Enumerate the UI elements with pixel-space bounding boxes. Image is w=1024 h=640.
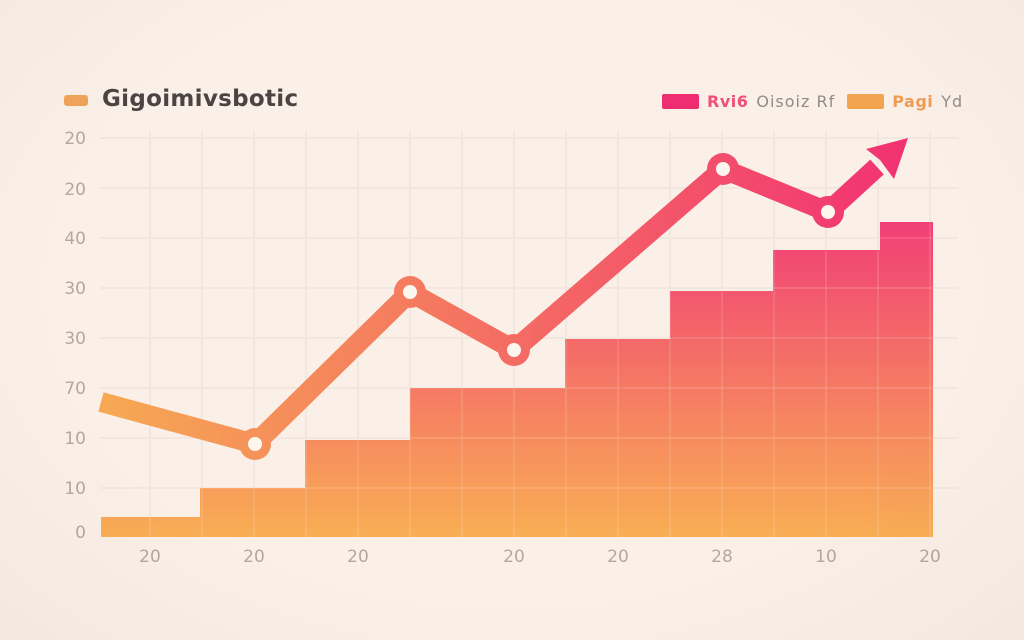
x-axis-tick-label: 10 — [815, 547, 837, 567]
y-axis-tick-label: 30 — [64, 279, 86, 299]
y-axis-tick-label: 0 — [75, 523, 86, 543]
legend-label-pink-suffix: Oisoiz Rf — [756, 92, 836, 111]
y-axis-tick-label: 10 — [64, 479, 86, 499]
y-axis-tick-label: 10 — [64, 429, 86, 449]
chart-title: Gigoimivsbotic — [102, 86, 299, 112]
x-axis-tick-label: 20 — [139, 547, 161, 567]
x-axis-tick-label: 20 — [503, 547, 525, 567]
y-axis-tick-label: 30 — [64, 329, 86, 349]
chart-title-row: Gigoimivsbotic — [64, 86, 298, 112]
x-axis-tick-label: 28 — [711, 547, 733, 567]
y-axis-tick-label: 20 — [64, 180, 86, 200]
y-axis-tick-label: 70 — [64, 379, 86, 399]
x-axis-tick-label: 20 — [243, 547, 265, 567]
legend-label-orange-suffix: Yd — [941, 92, 964, 111]
legend-item-pink: Rvi6 Oisoiz Rf — [662, 92, 835, 111]
legend: Rvi6 Oisoiz Rf Pagi Yd — [662, 92, 963, 111]
x-axis-tick-label: 20 — [607, 547, 629, 567]
legend-swatch-pink-icon — [662, 94, 699, 109]
legend-swatch-orange-icon — [847, 94, 885, 109]
x-axis-tick-label: 20 — [919, 547, 941, 567]
x-axis-tick-label: 20 — [347, 547, 369, 567]
legend-item-orange: Pagi Yd — [847, 92, 963, 111]
legend-label-orange: Pagi — [892, 92, 934, 111]
y-axis-tick-label: 40 — [64, 229, 86, 249]
legend-label-pink: Rvi6 — [707, 92, 749, 111]
y-axis-tick-label: 20 — [64, 129, 86, 149]
title-swatch-icon — [64, 95, 88, 106]
